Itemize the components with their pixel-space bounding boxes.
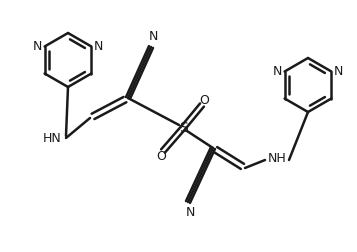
Text: O: O <box>156 149 166 163</box>
Text: N: N <box>185 205 195 218</box>
Text: N: N <box>33 40 42 53</box>
Text: N: N <box>273 65 282 78</box>
Text: NH: NH <box>268 151 286 165</box>
Text: N: N <box>94 40 103 53</box>
Text: HN: HN <box>42 132 61 144</box>
Text: S: S <box>178 121 187 135</box>
Text: O: O <box>199 93 209 107</box>
Text: N: N <box>148 30 158 44</box>
Text: N: N <box>334 65 343 78</box>
